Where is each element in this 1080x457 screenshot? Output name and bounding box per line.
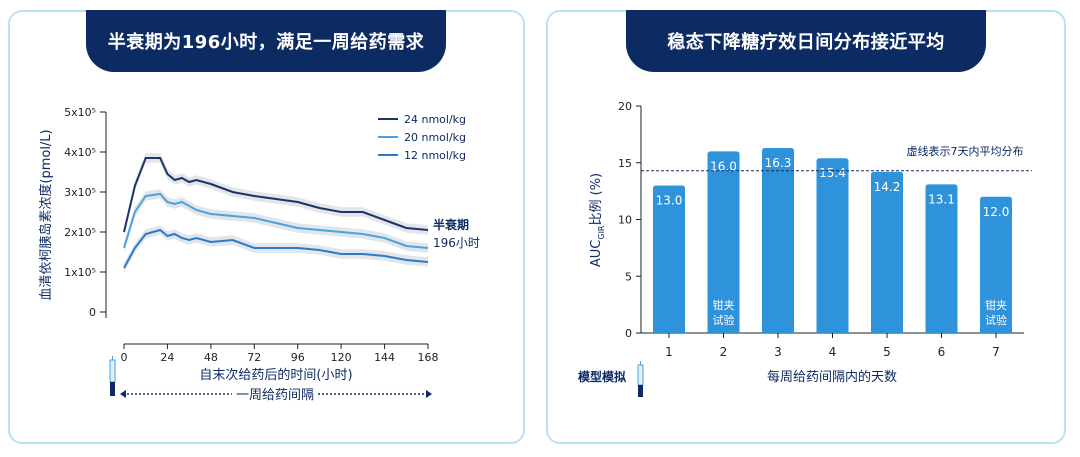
y-tick-label: 4x10⁵ bbox=[64, 146, 96, 159]
x-tick-label: 24 bbox=[160, 351, 174, 364]
y-ticks: 0 1x10⁵ 2x10⁵ 3x10⁵ 4x10⁵ 5x10⁵ bbox=[64, 106, 106, 319]
y-tick-label: 10 bbox=[618, 214, 632, 227]
bar bbox=[707, 151, 740, 333]
right-panel: 稳态下降糖疗效日间分布接近平均 bbox=[546, 10, 1066, 444]
y-tick-label: 20 bbox=[618, 100, 632, 113]
bar bbox=[980, 196, 1012, 333]
syringe-icon bbox=[637, 361, 644, 397]
bar bbox=[816, 158, 849, 333]
series-line bbox=[123, 228, 429, 269]
x-tick-label: 1 bbox=[665, 345, 673, 359]
x-tick-label: 168 bbox=[418, 351, 439, 364]
series-group bbox=[123, 153, 429, 273]
clamp-study-label: 试验 bbox=[713, 313, 735, 327]
x-tick-label: 4 bbox=[829, 345, 837, 359]
y-tick-label: 0 bbox=[89, 306, 96, 319]
y-tick-label: 3x10⁵ bbox=[64, 186, 96, 199]
bar bbox=[762, 147, 794, 333]
y-tick-label: 0 bbox=[625, 327, 632, 340]
series-line bbox=[123, 157, 429, 233]
bar-value-label: 16.3 bbox=[765, 156, 792, 170]
y-tick-label: 5 bbox=[625, 270, 632, 283]
bar-value-label: 12.0 bbox=[983, 205, 1010, 219]
x-tick-label: 3 bbox=[774, 345, 782, 359]
y-ticks: 0 5 10 15 20 bbox=[618, 100, 641, 340]
bar-value-label: 13.1 bbox=[928, 192, 955, 206]
x-tick-label: 120 bbox=[331, 351, 352, 364]
legend: 24 nmol/kg 20 nmol/kg 12 nmol/kg bbox=[378, 113, 466, 162]
half-life-annotation-line1: 半衰期 bbox=[433, 217, 469, 232]
y-tick-label: 5x10⁵ bbox=[64, 106, 96, 119]
legend-label: 12 nmol/kg bbox=[404, 149, 466, 162]
dosing-interval-label: 一周给药间隔 bbox=[236, 388, 314, 403]
y-tick-label: 15 bbox=[618, 157, 632, 170]
left-panel-title: 半衰期为196小时，满足一周给药需求 bbox=[86, 10, 446, 72]
x-tick-label: 96 bbox=[291, 351, 305, 364]
interval-arrow-right bbox=[426, 390, 432, 398]
x-tick-label: 0 bbox=[121, 351, 128, 364]
x-tick-label: 5 bbox=[883, 345, 891, 359]
y-axis-title: AUCGIR比例 (%) bbox=[589, 173, 606, 267]
x-ticks: 0 24 48 72 96 120 144 168 bbox=[121, 344, 439, 364]
right-panel-title: 稳态下降糖疗效日间分布接近平均 bbox=[626, 10, 986, 72]
left-panel: 半衰期为196小时，满足一周给药需求 bbox=[8, 10, 525, 444]
x-tick-label: 144 bbox=[374, 351, 395, 364]
y-axis-title: 血清依柯胰岛素浓度(pmol/L) bbox=[38, 129, 54, 300]
interval-arrow-left bbox=[120, 390, 126, 398]
bar bbox=[925, 184, 958, 333]
legend-label: 20 nmol/kg bbox=[404, 131, 466, 144]
y-tick-label: 2x10⁵ bbox=[64, 226, 96, 239]
bar-value-label: 15.4 bbox=[819, 166, 846, 180]
series-line bbox=[123, 192, 429, 249]
syringe-icon bbox=[109, 356, 116, 396]
x-axis-title: 自末次给药后的时间(小时) bbox=[199, 367, 352, 383]
bar bbox=[653, 185, 685, 333]
model-simulation-label: 模型模拟 bbox=[578, 369, 626, 384]
concentration-line-chart: 0 1x10⁵ 2x10⁵ 3x10⁵ 4x10⁵ 5x10⁵ 0 24 48 72 96 120 1… bbox=[38, 106, 480, 403]
bar bbox=[871, 171, 903, 333]
x-axis-title: 每周给药间隔内的天数 bbox=[767, 369, 897, 385]
x-tick-label: 2 bbox=[720, 345, 728, 359]
bar-value-label: 16.0 bbox=[710, 159, 737, 173]
legend-label: 24 nmol/kg bbox=[404, 113, 466, 126]
clamp-study-label: 钳夹 bbox=[985, 299, 1007, 312]
y-tick-label: 1x10⁵ bbox=[64, 266, 96, 279]
x-tick-label: 7 bbox=[992, 345, 1000, 359]
reference-label: 虚线表示7天内平均分布 bbox=[907, 144, 1024, 158]
bar-value-label: 14.2 bbox=[874, 180, 901, 194]
series-confidence-band bbox=[124, 189, 428, 253]
bars-group: 13.0116.02钳夹试验16.3315.4414.2513.1612.07钳… bbox=[653, 147, 1012, 359]
x-tick-label: 48 bbox=[204, 351, 218, 364]
x-tick-label: 72 bbox=[247, 351, 261, 364]
x-tick-label: 6 bbox=[938, 345, 946, 359]
clamp-study-label: 试验 bbox=[985, 313, 1007, 327]
half-life-annotation-line2: 196小时 bbox=[433, 236, 480, 250]
bar-value-label: 13.0 bbox=[656, 193, 683, 207]
clamp-study-label: 钳夹 bbox=[713, 299, 735, 312]
series-confidence-band bbox=[124, 153, 428, 237]
